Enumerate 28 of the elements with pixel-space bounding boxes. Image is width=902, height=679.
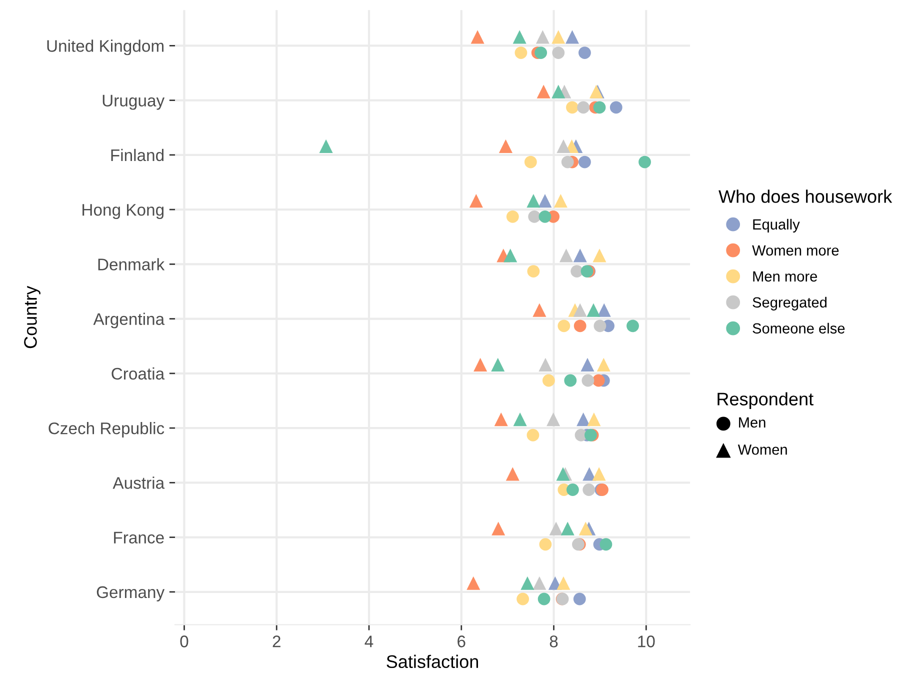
y-tick-label: Germany: [96, 586, 165, 602]
legend-label: Women more: [752, 245, 839, 256]
y-tick-label: Argentina: [93, 312, 165, 328]
y-tick-label: Denmark: [98, 258, 165, 270]
y-tick-label: Hong Kong: [82, 204, 164, 220]
y-tick-label: France: [114, 532, 164, 544]
legend-title: Who does housework: [718, 190, 892, 203]
text: Men: [739, 417, 766, 428]
legend-label: Someone else: [752, 322, 845, 334]
y-tick-label: United Kingdom: [47, 40, 164, 56]
y-tick-label: Czech Republic: [48, 422, 164, 438]
x-tick-label: 2: [272, 636, 280, 648]
legend-label: Equally: [753, 218, 800, 232]
x-tick-label: 0: [180, 636, 188, 648]
y-tick-label: Uruguay: [102, 94, 165, 110]
x-tick-label: 8: [550, 636, 558, 648]
x-axis-title: Satisfaction: [386, 654, 478, 668]
legend-label: Segregated: [752, 296, 826, 310]
text: Women: [738, 444, 787, 455]
y-axis-title: Country: [24, 286, 40, 348]
text: Respondent: [718, 392, 814, 410]
legend-label: Men more: [753, 271, 818, 282]
x-tick-label: 10: [638, 636, 655, 648]
y-tick-label: Austria: [112, 476, 165, 489]
x-tick-label: 4: [364, 636, 374, 648]
y-tick-label: Finland: [111, 148, 164, 162]
x-tick-label: 6: [458, 636, 466, 648]
y-tick-label: Croatia: [112, 367, 165, 380]
